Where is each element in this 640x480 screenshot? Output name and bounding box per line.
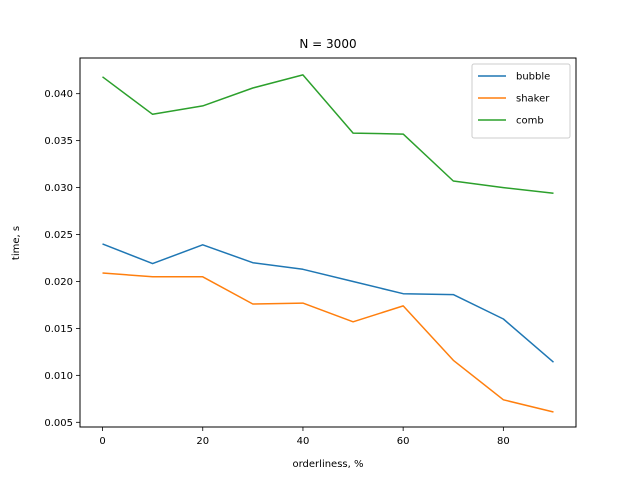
x-axis-label: orderliness, % — [293, 459, 364, 470]
legend-label-comb: comb — [516, 116, 544, 127]
x-tick-label: 20 — [196, 436, 209, 447]
series-line-bubble — [102, 243, 554, 363]
x-tick-label: 60 — [397, 436, 410, 447]
series-line-comb — [102, 74, 554, 194]
x-tick-label: 80 — [497, 436, 510, 447]
series-line-shaker — [102, 272, 554, 413]
x-tick-label: 40 — [297, 436, 310, 447]
chart-title: N = 3000 — [299, 37, 356, 51]
x-axis: 0 20 40 60 80 — [99, 427, 510, 447]
y-tick-label: 0.005 — [44, 418, 73, 429]
x-tick-label: 0 — [99, 436, 105, 447]
y-tick-label: 0.040 — [44, 89, 73, 100]
series-group — [102, 74, 554, 413]
legend-label-bubble: bubble — [516, 72, 550, 83]
legend-label-shaker: shaker — [516, 94, 550, 105]
y-axis-label: time, s — [11, 226, 22, 260]
y-tick-label: 0.010 — [44, 371, 73, 382]
y-axis: 0.005 0.010 0.015 0.020 0.025 0.030 0.035 0.040 — [44, 89, 80, 429]
y-tick-label: 0.025 — [44, 230, 73, 241]
legend: bubble shaker comb — [471, 63, 571, 139]
y-tick-label: 0.030 — [44, 183, 73, 194]
y-tick-label: 0.020 — [44, 277, 73, 288]
y-tick-label: 0.035 — [44, 136, 73, 147]
y-tick-label: 0.015 — [44, 324, 73, 335]
